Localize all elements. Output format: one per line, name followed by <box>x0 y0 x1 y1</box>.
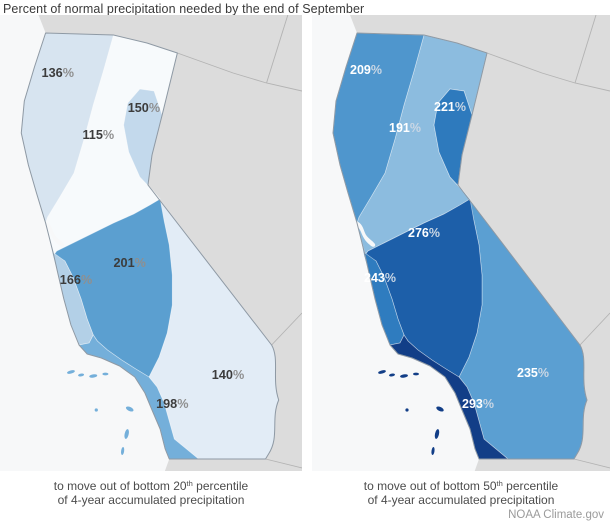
channel-island <box>67 370 75 374</box>
region-label-northeast: 221% <box>434 100 466 114</box>
channel-island <box>121 447 125 455</box>
region-label-southeast-desert: 140% <box>212 368 244 382</box>
map-panel-bottom-20: 136% 115% 150% 201% 166% 140% 198% <box>0 15 302 471</box>
channel-island <box>378 370 386 374</box>
region-label-southeast-desert: 235% <box>517 366 549 380</box>
map-pair-container: 136% 115% 150% 201% 166% 140% 198% 209% 191% 221… <box>0 15 610 471</box>
caption-line1: to move out of bottom 50th percentile <box>363 479 559 493</box>
state-border-line <box>574 15 597 84</box>
channel-island <box>94 408 98 412</box>
caption-line2: of 4-year accumulated precipitation <box>57 493 245 507</box>
caption-line1: to move out of bottom 20th percentile <box>53 479 249 493</box>
region-label-san-joaquin: 201% <box>114 256 146 270</box>
region-label-north-coast: 209% <box>350 63 382 77</box>
caption-line2: of 4-year accumulated precipitation <box>367 493 555 507</box>
san-francisco-bay <box>354 221 376 247</box>
channel-island <box>434 429 440 439</box>
channel-island <box>102 372 109 376</box>
region-label-north-coast: 136% <box>42 66 74 80</box>
state-border-line <box>271 312 302 346</box>
region-label-sacramento: 191% <box>389 121 421 135</box>
channel-island <box>124 429 129 439</box>
california-outline <box>20 32 280 460</box>
region-label-san-joaquin: 276% <box>408 226 440 240</box>
region-label-central-coast: 166% <box>60 273 92 287</box>
channel-island <box>400 374 408 378</box>
channel-island <box>405 408 409 412</box>
region-label-northeast: 150% <box>128 101 160 115</box>
pacific-ocean <box>312 15 479 471</box>
region-label-south-coast: 293% <box>462 397 494 411</box>
channel-island <box>125 406 134 412</box>
region-label-sacramento: 115% <box>82 128 114 142</box>
state-border-line <box>573 458 610 469</box>
caption-bottom-50: to move out of bottom 50th percentile of… <box>312 477 610 507</box>
california-map-20th: 136% 115% 150% 201% 166% 140% 198% <box>0 15 302 471</box>
state-border-line <box>486 52 610 92</box>
region-label-central-coast: 243% <box>364 271 396 285</box>
page-title: Percent of normal precipitation needed b… <box>3 2 365 16</box>
noaa-credit: NOAA Climate.gov <box>508 509 604 521</box>
channel-island <box>431 447 435 455</box>
california-map-50th: 209% 191% 221% 276% 243% 235% 293% <box>312 15 610 471</box>
monterey-bay-notch <box>49 263 54 269</box>
channel-island <box>78 373 85 377</box>
state-border-line <box>265 458 302 469</box>
map-panel-bottom-50: 209% 191% 221% 276% 243% 235% 293% <box>312 15 610 471</box>
pacific-ocean <box>0 15 170 471</box>
channel-island <box>413 372 419 376</box>
monterey-bay-notch <box>360 263 366 269</box>
caption-bottom-20: to move out of bottom 20th percentile of… <box>0 477 302 507</box>
channel-island <box>89 374 98 378</box>
san-francisco-bay <box>42 221 65 247</box>
state-border-line <box>579 312 610 346</box>
channel-island <box>436 406 444 412</box>
state-border-line <box>177 52 302 92</box>
state-border-line <box>266 15 289 84</box>
california-outline <box>332 32 588 460</box>
channel-island <box>389 373 395 377</box>
region-label-south-coast: 198% <box>156 397 188 411</box>
